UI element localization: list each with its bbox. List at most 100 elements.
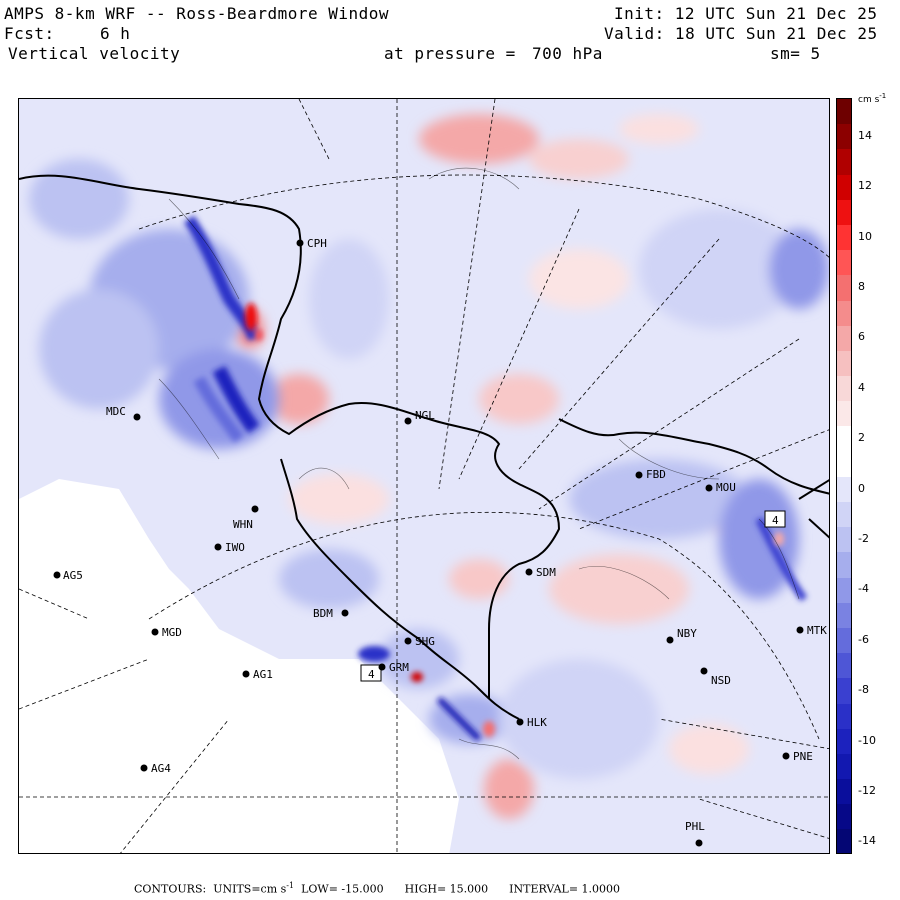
colorbar xyxy=(836,98,852,854)
station-marker[interactable] xyxy=(700,667,708,675)
map-title: AMPS 8-km WRF -- Ross-Beardmore Window xyxy=(4,4,390,23)
station-marker[interactable] xyxy=(214,543,222,551)
stations: CPH MDC NGL FBD MOU WHN IWO AG5 SDM BDM … xyxy=(53,237,827,847)
units-label: UNITS=cm s xyxy=(213,882,287,896)
smoothing-value: sm= 5 xyxy=(770,44,821,63)
boxed-label-group: 4 4 xyxy=(360,510,786,682)
colorbar-units: cm s-1 xyxy=(858,92,886,105)
colorbar-tick-label: -6 xyxy=(858,632,869,646)
colorbar-tick-label: -8 xyxy=(858,683,869,697)
boxed-label-box xyxy=(360,664,382,682)
station-label-nby: NBY xyxy=(677,627,697,640)
station-label-phl: PHL xyxy=(685,820,705,833)
station-label-ag1: AG1 xyxy=(253,668,273,681)
station-label-mgd: MGD xyxy=(162,626,182,639)
station-label-hlk: HLK xyxy=(527,716,547,729)
colorbar-units-exp: -1 xyxy=(879,92,887,100)
colorbar-segment xyxy=(837,502,851,528)
forecast-value: 6 h xyxy=(100,24,131,43)
colorbar-tick-label: 4 xyxy=(858,380,865,394)
colorbar-segment xyxy=(837,401,851,427)
station-marker[interactable] xyxy=(782,752,790,760)
pressure-label: at pressure = xyxy=(384,44,516,63)
station-marker[interactable] xyxy=(296,239,304,247)
colorbar-segment xyxy=(837,300,851,326)
station-label-nsd: NSD xyxy=(711,674,731,687)
pressure-value: 700 hPa xyxy=(532,44,603,63)
station-marker[interactable] xyxy=(133,413,141,421)
station-marker[interactable] xyxy=(666,636,674,644)
colorbar-segment xyxy=(837,149,851,175)
station-label-ngl: NGL xyxy=(415,409,435,422)
colorbar-segment xyxy=(837,527,851,553)
colorbar-segment xyxy=(837,779,851,805)
colorbar-segment xyxy=(837,678,851,704)
map-grid xyxy=(19,99,829,853)
station-label-cph: CPH xyxy=(307,237,327,250)
station-label-whn: WHN xyxy=(233,518,253,531)
station-label-mtk: MTK xyxy=(807,624,827,637)
station-marker[interactable] xyxy=(695,839,703,847)
colorbar-tick-label: 12 xyxy=(858,179,872,193)
units-exp: -1 xyxy=(286,881,295,890)
colorbar-segment xyxy=(837,224,851,251)
colorbar-segment xyxy=(837,476,851,502)
station-marker[interactable] xyxy=(796,626,804,634)
forecast-label: Fcst: xyxy=(4,24,55,43)
station-marker[interactable] xyxy=(705,484,713,492)
colorbar-segment xyxy=(837,653,851,679)
station-label-mou: MOU xyxy=(716,481,736,494)
station-marker[interactable] xyxy=(635,471,643,479)
colorbar-segment xyxy=(837,275,851,301)
colorbar-tick-label: 8 xyxy=(858,280,865,293)
colorbar-segment xyxy=(837,350,851,377)
field-name: Vertical velocity xyxy=(8,44,181,63)
colorbar-tick-label: -10 xyxy=(858,733,876,747)
colorbar-segment xyxy=(837,199,851,225)
colorbar-segment xyxy=(837,451,851,477)
colorbar-segment xyxy=(837,376,851,402)
init-time: Init: 12 UTC Sun 21 Dec 25 xyxy=(614,4,878,23)
station-label-ag4: AG4 xyxy=(151,762,171,775)
colorbar-tick-label: 10 xyxy=(858,229,872,243)
coastline xyxy=(19,174,829,720)
station-marker[interactable] xyxy=(404,417,412,425)
station-marker[interactable] xyxy=(516,718,524,726)
station-marker[interactable] xyxy=(525,568,533,576)
station-marker[interactable] xyxy=(140,764,148,772)
positive-areas xyxy=(234,114,769,819)
station-label-sdm: SDM xyxy=(536,566,556,579)
colorbar-segment xyxy=(837,577,851,603)
colorbar-tick-label: -2 xyxy=(858,532,869,545)
interval-value: INTERVAL= 1.0000 xyxy=(509,882,621,896)
station-marker[interactable] xyxy=(378,663,386,671)
colorbar-tick-label: -14 xyxy=(858,834,876,848)
station-label-bdm: BDM xyxy=(313,607,333,620)
colorbar-segment xyxy=(837,829,851,853)
white-region xyxy=(19,479,459,853)
colorbar-tick-label: 6 xyxy=(858,330,865,344)
colorbar-segment xyxy=(837,552,851,578)
station-marker[interactable] xyxy=(151,628,159,636)
contour-info: CONTOURS: UNITS=cm s-1 LOW= -15.000 HIGH… xyxy=(134,881,620,896)
station-marker[interactable] xyxy=(341,609,349,617)
colorbar-tick-label: 2 xyxy=(858,431,865,445)
station-marker[interactable] xyxy=(242,670,250,678)
station-label-ag5: AG5 xyxy=(63,569,83,582)
station-marker[interactable] xyxy=(404,637,412,645)
valid-time: Valid: 18 UTC Sun 21 Dec 25 xyxy=(604,24,878,43)
colorbar-segment xyxy=(837,703,851,729)
map-panel: 4 4 CPH MDC NGL FBD MOU WHN IWO AG5 SDM … xyxy=(18,98,830,854)
colorbar-tick-label: -12 xyxy=(858,784,876,797)
colorbar-segment xyxy=(837,627,851,654)
station-label-fbd: FBD xyxy=(646,468,666,481)
colorbar-segment xyxy=(837,124,851,150)
station-label-mdc: MDC xyxy=(106,405,126,418)
station-marker[interactable] xyxy=(251,505,259,513)
station-marker[interactable] xyxy=(53,571,61,579)
colorbar-segment xyxy=(837,250,851,276)
colorbar-units-text: cm s xyxy=(858,95,880,105)
low-value: LOW= -15.000 xyxy=(301,882,384,896)
colorbar-segment xyxy=(837,602,851,628)
boxed-label: 4 xyxy=(772,514,779,527)
